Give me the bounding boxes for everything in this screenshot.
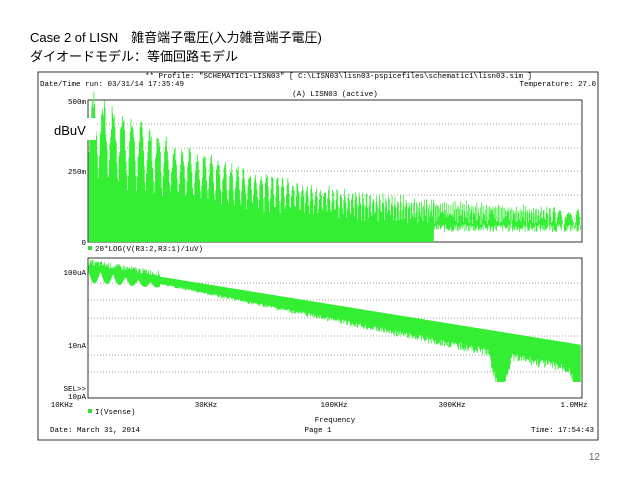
x-tick-label: 10KHz [51, 402, 74, 410]
page-number: 12 [589, 452, 601, 463]
y-tick-label: SEL>> [63, 386, 86, 394]
y-tick-label: 500m [68, 99, 87, 107]
y-tick-label: 10nA [68, 343, 87, 351]
section: (A) LISN03 (active) [292, 91, 378, 99]
subtitle: ダイオードモデル：等価回路モデル [30, 49, 238, 64]
temperature: Temperature: 27.0 [519, 81, 596, 89]
y-tick-label: 250m [68, 169, 87, 177]
waveforms [88, 91, 581, 382]
run-date: Date/Time run: 03/31/14 17:35:49 [40, 81, 184, 89]
legend-upper: 20*LOG(V(R3:2,R3:1)/1uV) [95, 246, 203, 254]
y-tick-label: 100uA [63, 270, 86, 278]
unit-label: dBuV [54, 123, 86, 138]
y-tick-label: 0 [81, 240, 86, 248]
y-tick-label: 10pA [68, 394, 87, 402]
label-bg [52, 118, 96, 140]
profile: ** Profile: "SCHEMATIC1-LISN03" [ C:\LIS… [145, 73, 532, 81]
lower-waveform [88, 259, 581, 382]
legend-swatch [88, 246, 92, 250]
footer-page: Page 1 [304, 427, 332, 435]
x-tick-label: 100KHz [320, 402, 347, 410]
x-axis-label: Frequency [315, 417, 356, 425]
upper-waveform [88, 91, 581, 242]
footer-time: Time: 17:54:43 [531, 427, 595, 435]
x-tick-label: 30KHz [195, 402, 218, 410]
footer-date: Date: March 31, 2014 [50, 427, 141, 435]
x-tick-label: 300KHz [438, 402, 465, 410]
legend-lower: I(Vsense) [95, 409, 136, 417]
lower-plot [87, 257, 583, 399]
x-tick-label: 1.0MHz [560, 402, 587, 410]
title: Case 2 of LISN 雑音端子電圧(入力雑音端子電圧) [30, 30, 322, 45]
legend-swatch [88, 409, 92, 413]
